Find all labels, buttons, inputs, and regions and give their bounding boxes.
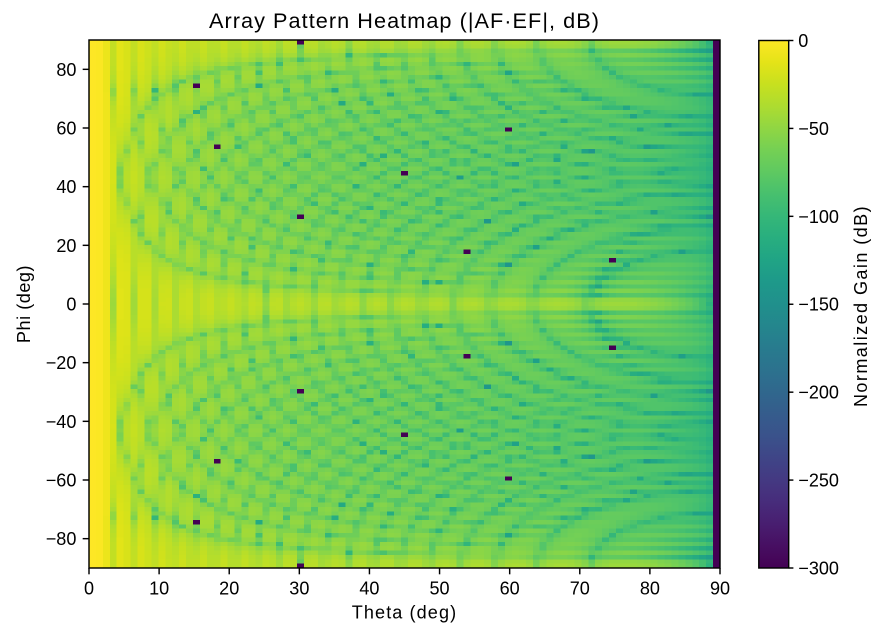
svg-text:50: 50 xyxy=(430,579,450,599)
svg-text:90: 90 xyxy=(710,579,730,599)
svg-text:−200: −200 xyxy=(798,383,839,403)
svg-text:40: 40 xyxy=(56,177,76,197)
svg-text:−20: −20 xyxy=(46,353,77,373)
svg-text:40: 40 xyxy=(359,579,379,599)
svg-text:−150: −150 xyxy=(798,295,839,315)
svg-text:0: 0 xyxy=(84,579,94,599)
svg-text:60: 60 xyxy=(56,118,76,138)
svg-text:−100: −100 xyxy=(798,207,839,227)
svg-text:−80: −80 xyxy=(46,529,77,549)
svg-text:−50: −50 xyxy=(798,119,829,139)
svg-text:30: 30 xyxy=(289,579,309,599)
svg-text:70: 70 xyxy=(570,579,590,599)
svg-text:80: 80 xyxy=(56,60,76,80)
svg-text:−300: −300 xyxy=(798,558,839,578)
svg-text:60: 60 xyxy=(500,579,520,599)
svg-text:Array Pattern Heatmap (|AF·EF|: Array Pattern Heatmap (|AF·EF|, dB) xyxy=(209,8,600,33)
svg-text:80: 80 xyxy=(640,579,660,599)
svg-text:−250: −250 xyxy=(798,471,839,491)
svg-text:0: 0 xyxy=(798,31,808,51)
svg-text:20: 20 xyxy=(56,236,76,256)
svg-text:10: 10 xyxy=(149,579,169,599)
svg-text:20: 20 xyxy=(219,579,239,599)
svg-text:Normalized Gain (dB): Normalized Gain (dB) xyxy=(851,205,871,407)
svg-text:Theta (deg): Theta (deg) xyxy=(352,603,457,623)
svg-text:−60: −60 xyxy=(46,470,77,490)
svg-text:Phi (deg): Phi (deg) xyxy=(14,265,34,343)
svg-text:−40: −40 xyxy=(46,412,77,432)
svg-text:0: 0 xyxy=(66,294,76,314)
